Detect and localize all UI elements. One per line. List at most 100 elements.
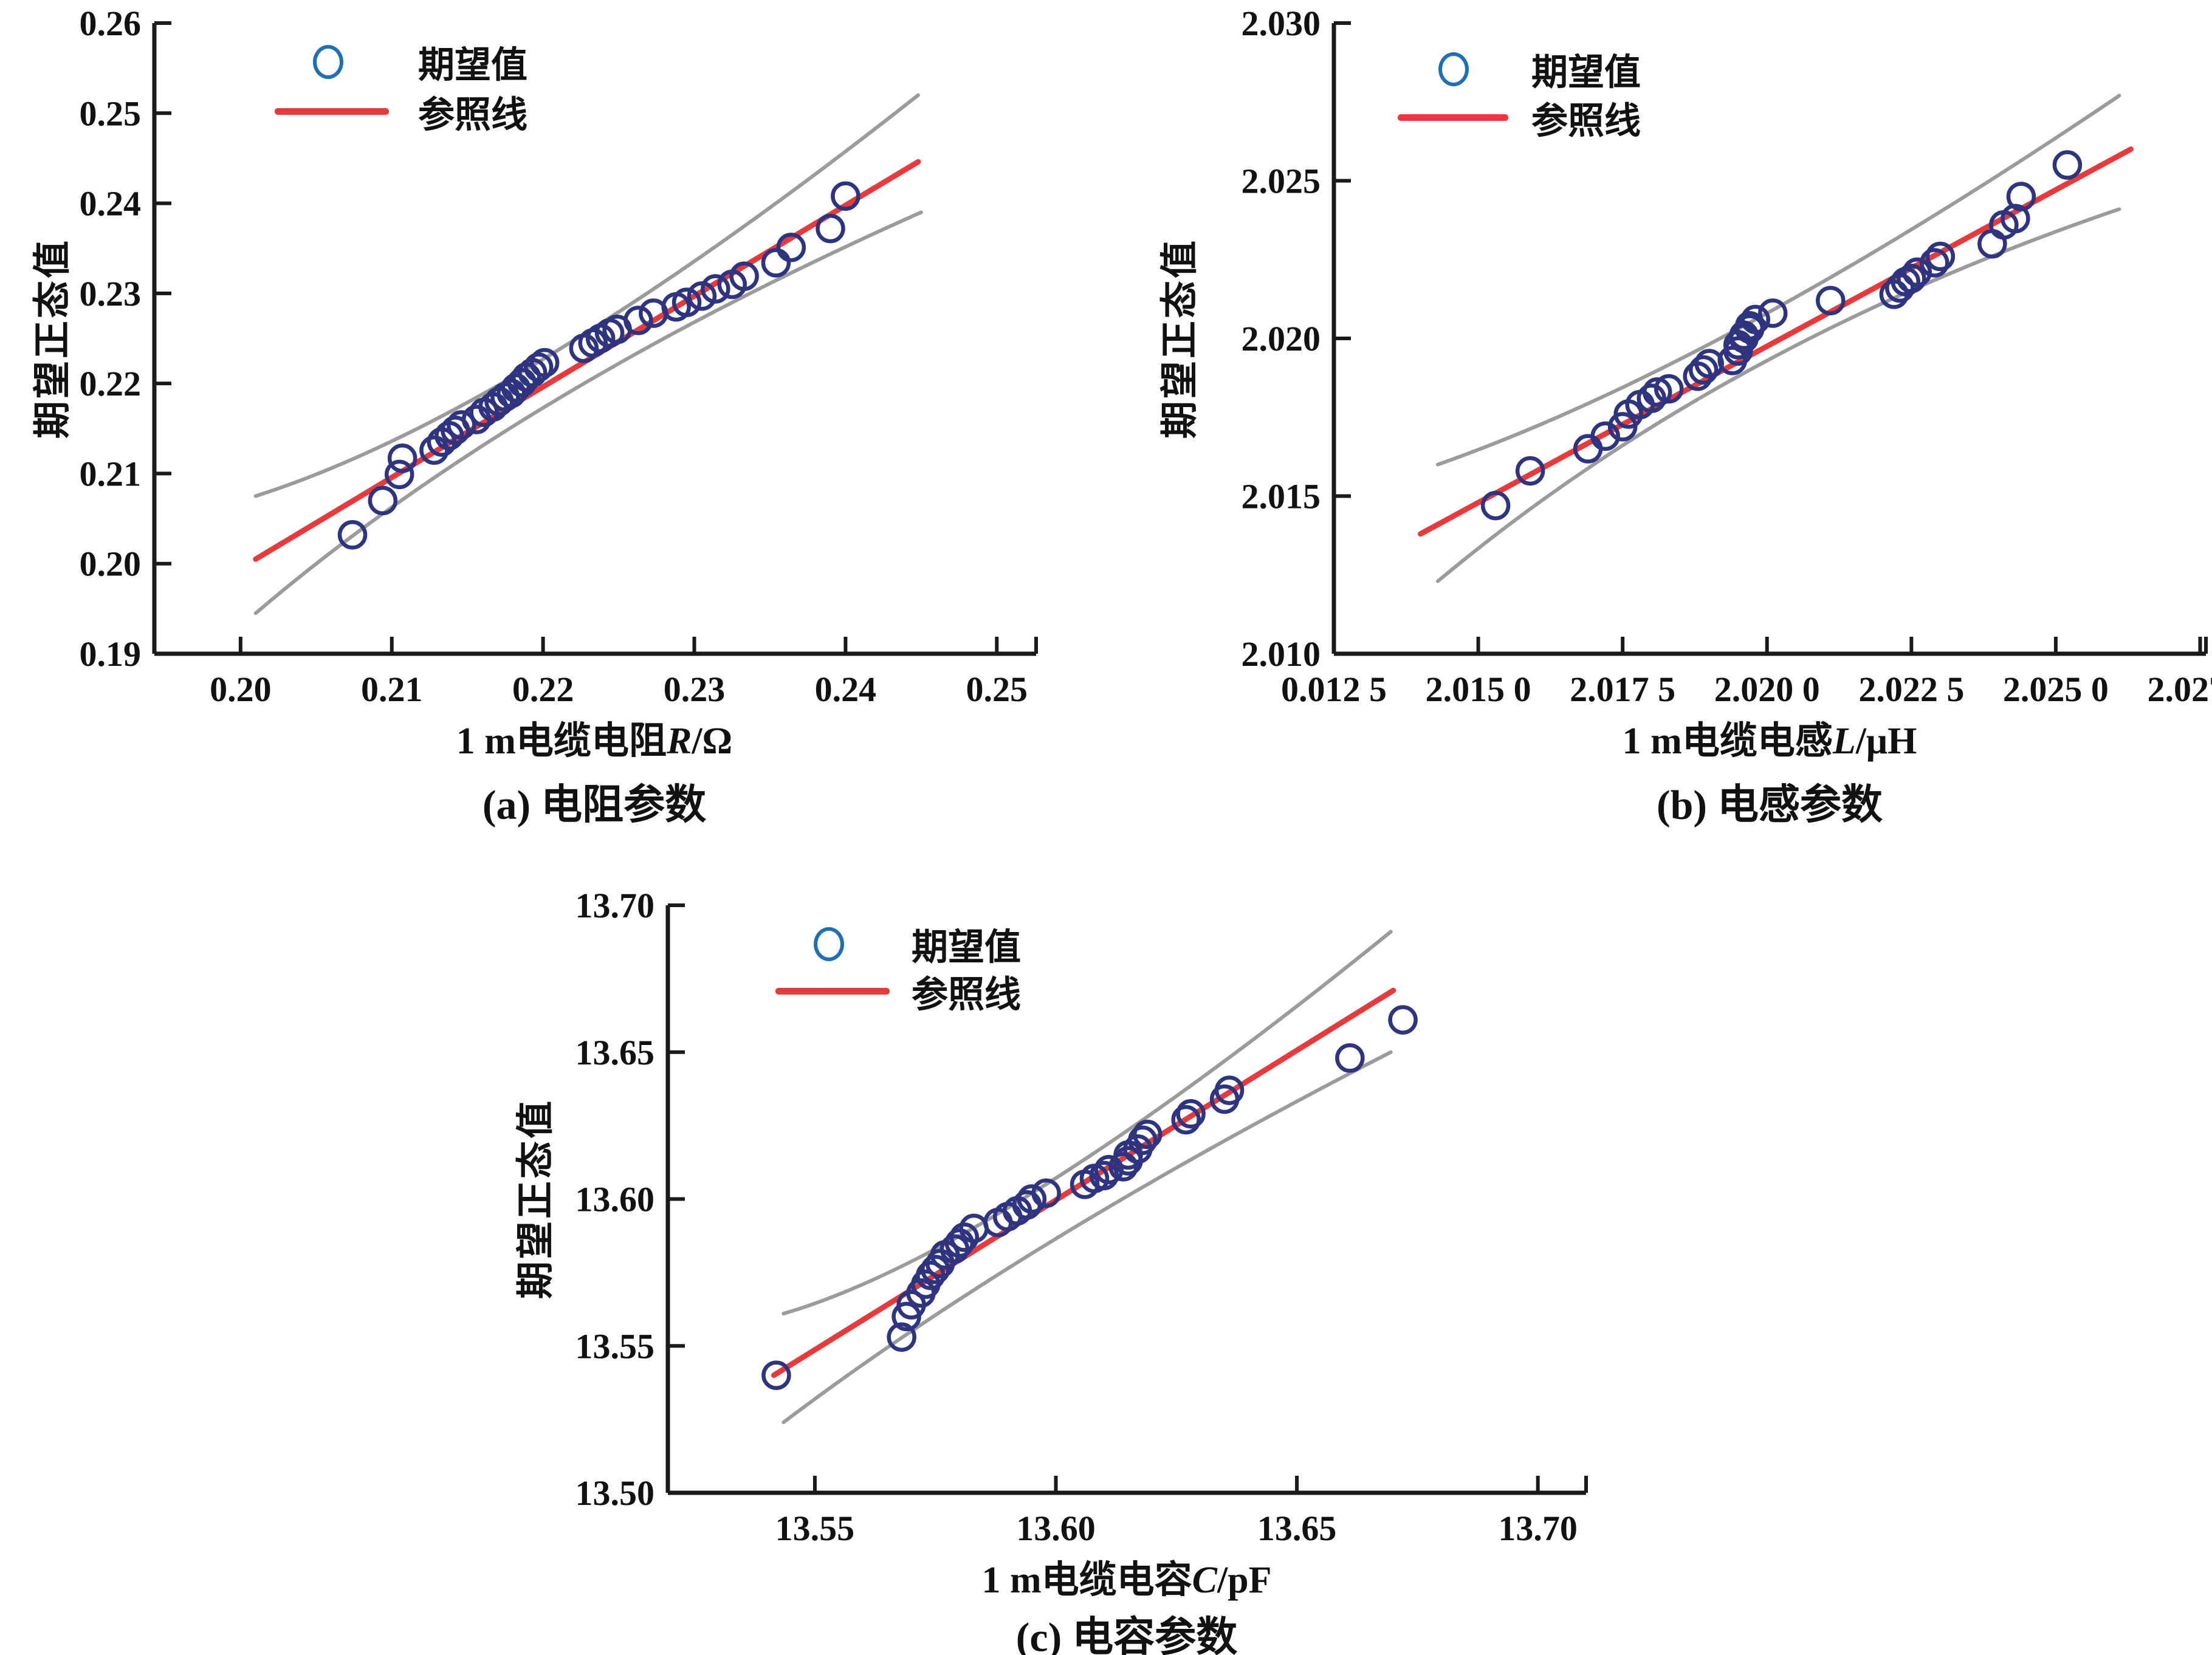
x-tick-label: 0.23 [664,670,726,709]
xlabel-suffix: /pF [1217,1560,1272,1601]
data-point-marker [1816,286,1846,315]
chart-b-legend-line-icon [1398,114,1508,121]
chart-c-plot: 13.55 13.60 13.65 13.70 13.70 13.65 13.60 13.55… [575,886,1588,1548]
y-tick-label: 2.030 [1242,4,1321,43]
data-point-marker [1590,421,1620,451]
y-tick-label: 2.015 [1242,477,1321,516]
tick-marks [1332,21,2208,656]
chart-c-legend-line-label: 参照线 [912,975,1021,1015]
data-point-marker [1642,377,1672,407]
data-point-marker [1031,1178,1061,1208]
y-tick-label: 13.65 [575,1033,655,1072]
data-points [337,181,860,550]
chart-c-legend-marker-label: 期望值 [912,927,1021,968]
data-point-marker [1388,1005,1418,1035]
data-point-marker [1637,383,1666,413]
xlabel-suffix: /Ω [692,721,733,762]
chart-b-plot: 0.012 5 2.015 0 2.017 5 2.020 0 2.022 5 2.025… [1242,4,2212,709]
chart-a-caption: (a) 电阻参数 [482,781,707,828]
xlabel-prefix: 1 m电缆电感 [1622,721,1833,762]
data-point-marker [776,232,806,262]
data-point-marker [1515,456,1545,486]
chart-b-legend-line-label: 参照线 [1531,101,1641,142]
chart-a-ylabel: 期望正态值 [32,238,74,439]
chart-a-plot: 0.20 0.21 0.22 0.23 0.24 0.25 0.26 0.25 0.24 0.23… [80,4,1038,709]
x-tick-label: 0.012 5 [1281,670,1387,709]
x-tick-label: 13.70 [1498,1509,1578,1548]
data-point-marker [1902,257,1932,287]
data-point-marker [1176,1099,1206,1129]
x-tick-label: 0.20 [210,670,272,709]
data-point-marker [529,348,560,378]
data-point-marker [523,352,554,382]
data-point-marker [920,1255,950,1284]
chart-c-xlabel: 1 m电缆电容C/pF [981,1549,1271,1603]
data-point-marker [701,274,730,304]
x-tick-label: 13.65 [1257,1509,1337,1548]
y-tick-label: 2.020 [1242,319,1321,358]
y-tick-label: 0.21 [80,454,142,493]
x-tick-label: 0.24 [815,670,877,709]
data-point-marker [1694,349,1724,379]
data-point-marker [1740,304,1770,335]
data-point-marker [387,443,417,473]
data-point-marker [1128,1125,1158,1156]
data-point-marker [1335,1043,1365,1073]
x-tick-label: 0.22 [512,670,574,709]
data-point-marker [831,181,860,211]
xlabel-prefix: 1 m电缆电阻 [456,721,667,762]
data-points [1480,150,2083,521]
x-tick-label: 2.020 0 [1714,670,1820,709]
data-point-marker [446,410,476,440]
data-point-marker [761,1360,791,1390]
chart-a-legend-line-label: 参照线 [418,95,527,135]
data-point-marker [1920,248,1949,278]
data-point-marker [1017,1184,1047,1214]
xlabel-suffix: /μH [1855,721,1917,762]
x-tick-label: 13.55 [775,1509,855,1548]
data-point-marker [1977,229,2007,259]
x-tick-label: 2.027 5 [2147,670,2212,709]
y-tick-label: 0.20 [80,544,142,584]
data-point-marker [729,261,759,291]
x-tick-label: 2.017 5 [1570,670,1675,709]
x-tick-label: 0.21 [361,670,423,709]
data-point-marker [1897,264,1926,293]
tick-marks [154,21,1038,656]
chart-b-legend-marker-icon [1438,52,1469,86]
x-tick-label: 0.25 [966,670,1028,709]
chart-b-xlabel: 1 m电缆电感L/μH [1623,710,1917,764]
data-point-marker [2006,182,2036,211]
data-point-marker [672,287,702,317]
data-point-marker [623,306,653,335]
xlabel-symbol: C [1192,1560,1217,1601]
chart-c-legend-marker-icon [814,927,844,961]
data-point-marker [1688,355,1719,385]
y-tick-label: 13.70 [575,886,655,925]
tick-marks [668,903,1588,1495]
data-point-marker [1654,374,1684,404]
x-tick-label: 2.025 0 [2003,670,2109,709]
chart-a-xlabel: 1 m电缆电阻R/Ω [456,710,732,764]
data-point-marker [1132,1119,1163,1150]
y-tick-label: 0.19 [80,634,142,674]
y-tick-label: 13.60 [575,1180,655,1219]
data-point-marker [1171,1105,1201,1135]
data-point-marker [887,1322,916,1352]
confidence-band [253,93,923,615]
data-point-marker [1214,1075,1245,1105]
x-tick-label: 2.015 0 [1426,670,1531,709]
data-point-marker [1734,310,1765,341]
axes [152,23,1036,656]
y-tick-label: 0.23 [80,274,142,314]
chart-b-ylabel: 期望正态值 [1159,238,1201,439]
data-point-marker [2052,150,2083,180]
tick-labels: 13.55 13.60 13.65 13.70 13.70 13.65 13.60 13.55… [575,886,1578,1548]
y-tick-label: 2.025 [1242,162,1321,201]
chart-a-legend-line-icon [275,108,389,115]
y-tick-label: 2.010 [1242,634,1321,674]
data-point-marker [368,485,398,516]
xlabel-symbol: R [666,721,692,762]
tick-labels: 0.20 0.21 0.22 0.23 0.24 0.25 0.26 0.25 0.24 0.23… [80,4,1028,709]
chart-b-caption: (b) 电感参数 [1656,781,1883,828]
